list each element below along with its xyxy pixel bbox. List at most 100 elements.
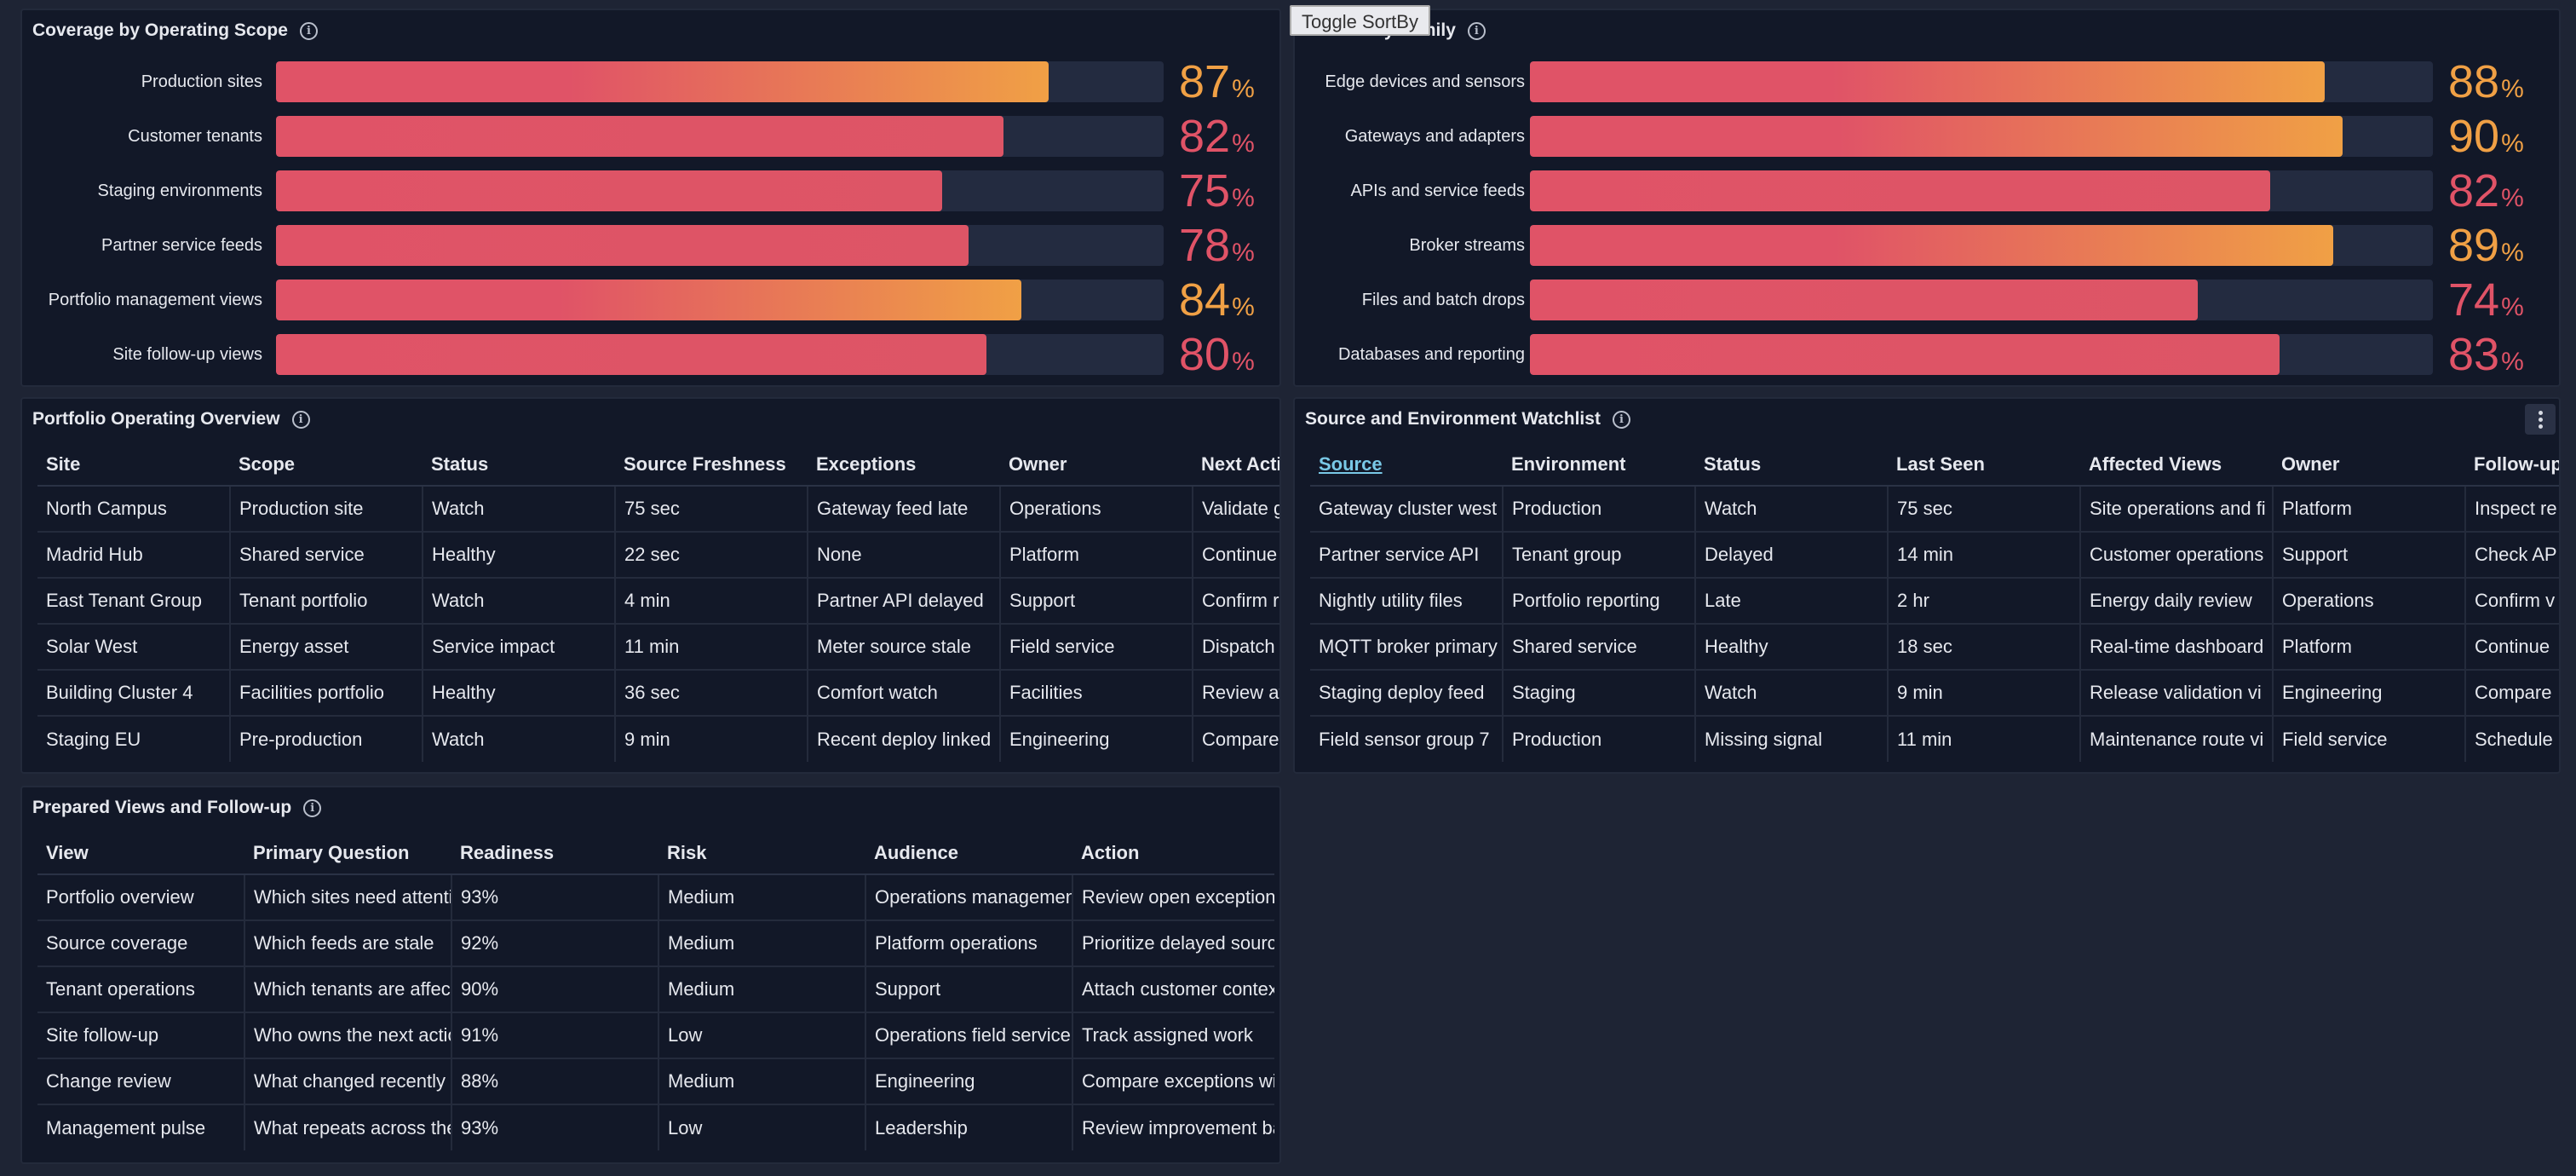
- header-row: View Primary Question Readiness Risk Audienc…: [37, 832, 1274, 875]
- table-cell: Platform: [2273, 624, 2466, 671]
- table-row[interactable]: North Campus Production site Watch 75 sec Ga…: [37, 486, 1279, 533]
- table-cell: Staging EU: [37, 716, 231, 762]
- table-cell: Operations field service: [865, 1012, 1073, 1059]
- column-header-follow-up[interactable]: Follow-up: [2465, 443, 2559, 487]
- table-cell: Recent deploy linked: [808, 716, 1001, 762]
- table-cell: Late: [1695, 578, 1889, 625]
- column-header-owner[interactable]: Owner: [2273, 443, 2465, 487]
- column-header-label: Environment: [1511, 453, 1626, 475]
- table-row[interactable]: East Tenant Group Tenant portfolio Watch 4 …: [37, 578, 1279, 625]
- column-header-site[interactable]: Site: [37, 443, 230, 487]
- table-row[interactable]: Solar West Energy asset Service impact 11 m…: [37, 624, 1279, 671]
- bar-value: 83%: [2448, 331, 2524, 378]
- table-cell: Continue: [1193, 532, 1279, 579]
- bar-fill: [1530, 61, 2325, 102]
- column-header-action[interactable]: Action: [1072, 832, 1274, 875]
- bar-value-number: 87: [1179, 56, 1231, 107]
- table-row[interactable]: Field sensor group 7 Production Missing si…: [1310, 716, 2559, 762]
- table-row[interactable]: Partner service API Tenant group Delayed 14…: [1310, 532, 2559, 579]
- table-cell: Continue: [2465, 624, 2559, 671]
- bar-value-unit: %: [2501, 239, 2524, 267]
- table-row[interactable]: Nightly utility files Portfolio reporting…: [1310, 578, 2559, 625]
- table-cell: Site follow-up: [37, 1012, 245, 1059]
- table-cell: Delayed: [1695, 532, 1889, 579]
- sortby-tooltip: Toggle SortBy: [1290, 5, 1430, 36]
- table-cell: Energy daily review: [2080, 578, 2274, 625]
- table-row[interactable]: Portfolio overview Which sites need atten…: [37, 874, 1274, 921]
- bar-value-unit: %: [2501, 130, 2524, 158]
- table-row[interactable]: Madrid Hub Shared service Healthy 22 sec Non…: [37, 532, 1279, 579]
- table-cell: 93%: [451, 874, 659, 921]
- column-header-exceptions[interactable]: Exceptions: [808, 443, 1000, 487]
- family-coverage-panel: by Family i Edge devices and sensors88%G…: [1293, 9, 2561, 387]
- table-row[interactable]: Source coverage Which feeds are stale 92% M…: [37, 920, 1274, 967]
- column-header-status[interactable]: Status: [423, 443, 615, 487]
- bar-value-unit: %: [1232, 130, 1255, 158]
- bar-value-number: 78: [1179, 220, 1231, 271]
- table-cell: Nightly utility files: [1310, 578, 1504, 625]
- views-panel-title: Prepared Views and Follow-up i: [32, 798, 322, 818]
- table-cell: Facilities: [1000, 670, 1193, 717]
- table-cell: What changed recently: [244, 1058, 452, 1105]
- table-cell: 11 min: [615, 624, 808, 671]
- bar-row: Site follow-up views 80%: [22, 331, 1279, 378]
- bar-value-unit: %: [1232, 184, 1255, 212]
- bar-fill: [1530, 334, 2280, 375]
- table-cell: None: [808, 532, 1001, 579]
- column-header-affected-views[interactable]: Affected Views: [2080, 443, 2273, 487]
- bar-value-number: 88: [2448, 56, 2500, 107]
- table-cell: North Campus: [37, 486, 231, 533]
- column-header-primary-question[interactable]: Primary Question: [244, 832, 451, 875]
- table-cell: Watch: [423, 716, 616, 762]
- table-row[interactable]: Management pulse What repeats across the 9…: [37, 1104, 1274, 1150]
- bar-fill: [1530, 170, 2271, 211]
- column-header-status[interactable]: Status: [1695, 443, 1888, 487]
- column-header-risk[interactable]: Risk: [658, 832, 865, 875]
- table-cell: Watch: [423, 486, 616, 533]
- column-header-source[interactable]: Source: [1310, 443, 1503, 487]
- table-cell: Low: [658, 1012, 866, 1059]
- info-icon[interactable]: i: [1612, 410, 1630, 429]
- table-row[interactable]: Change review What changed recently 88% Med…: [37, 1058, 1274, 1105]
- bar-fill: [276, 61, 1049, 102]
- bar-fill: [276, 334, 986, 375]
- table-row[interactable]: Site follow-up Who owns the next action 91…: [37, 1012, 1274, 1059]
- column-header-view[interactable]: View: [37, 832, 244, 875]
- info-icon[interactable]: i: [299, 21, 318, 40]
- table-cell: Management pulse: [37, 1104, 245, 1150]
- table-cell: Field sensor group 7: [1310, 716, 1504, 762]
- bar-label: Customer tenants: [128, 127, 262, 146]
- table-cell: 90%: [451, 966, 659, 1013]
- table-header: View Primary Question Readiness Risk Audienc…: [37, 832, 1274, 875]
- table-cell: Operations management: [865, 874, 1073, 921]
- panel-menu-button[interactable]: [2525, 404, 2556, 435]
- column-header-label: Risk: [667, 841, 707, 863]
- bar-value-unit: %: [2501, 75, 2524, 103]
- column-header-readiness[interactable]: Readiness: [451, 832, 658, 875]
- table-row[interactable]: Gateway cluster west Production Watch 75 se…: [1310, 486, 2559, 533]
- table-row[interactable]: Staging deploy feed Staging Watch 9 min Rele…: [1310, 670, 2559, 717]
- info-icon[interactable]: i: [303, 798, 322, 817]
- column-header-scope[interactable]: Scope: [230, 443, 423, 487]
- bar-label: Edge devices and sensors: [1325, 72, 1525, 91]
- table-row[interactable]: Building Cluster 4 Facilities portfolio He…: [37, 670, 1279, 717]
- column-header-owner[interactable]: Owner: [1000, 443, 1193, 487]
- table-cell: 93%: [451, 1104, 659, 1150]
- column-header-environment[interactable]: Environment: [1503, 443, 1695, 487]
- column-header-audience[interactable]: Audience: [865, 832, 1072, 875]
- table-cell: Support: [2273, 532, 2466, 579]
- bar-fill: [276, 170, 942, 211]
- info-icon[interactable]: i: [291, 410, 310, 429]
- table-row[interactable]: MQTT broker primary Shared service Healthy…: [1310, 624, 2559, 671]
- table-row[interactable]: Tenant operations Which tenants are affec…: [37, 966, 1274, 1013]
- column-header-label: Primary Question: [253, 841, 410, 863]
- column-header-last-seen[interactable]: Last Seen: [1888, 443, 2080, 487]
- bar-value: 78%: [1179, 220, 1255, 271]
- bar-track: [1530, 170, 2433, 211]
- table-row[interactable]: Staging EU Pre-production Watch 9 min Recent…: [37, 716, 1279, 762]
- table-cell: Solar West: [37, 624, 231, 671]
- info-icon[interactable]: i: [1467, 21, 1486, 40]
- column-header-next-action[interactable]: Next Action: [1193, 443, 1279, 487]
- column-header-source-freshness[interactable]: Source Freshness: [615, 443, 808, 487]
